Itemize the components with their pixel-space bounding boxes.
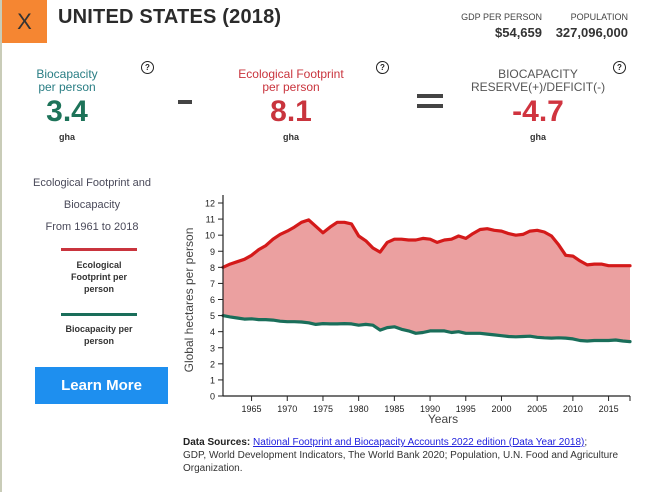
left-border — [0, 0, 2, 492]
legend-footprint-swatch — [61, 248, 137, 251]
gdp-label: GDP PER PERSON — [461, 12, 542, 22]
legend-footprint-line1: Ecological — [76, 260, 122, 270]
page-title: UNITED STATES (2018) — [58, 6, 282, 28]
y-tick-label: 8 — [210, 263, 215, 273]
x-tick-label: 1975 — [313, 404, 333, 414]
footprint-value: 8.1 — [270, 95, 312, 128]
footprint-label-line2: per person — [262, 80, 320, 94]
y-tick-label: 1 — [210, 375, 215, 385]
reserve-value: -4.7 — [512, 95, 564, 128]
footprint-unit: gha — [282, 132, 299, 142]
y-tick-label: 3 — [210, 343, 215, 353]
side-title-line2: Biocapacity — [63, 199, 121, 211]
x-tick-label: 1970 — [277, 404, 297, 414]
x-tick-label: 1995 — [456, 404, 476, 414]
deficit-area — [223, 219, 630, 342]
y-tick-label: 9 — [210, 247, 215, 257]
y-tick-label: 0 — [210, 392, 215, 402]
y-tick-label: 4 — [210, 327, 215, 337]
footprint-metric: Ecological Footprint per person 8.1 gha — [226, 68, 356, 143]
gdp-value: $54,659 — [495, 25, 542, 40]
legend-footprint-line2: Footprint per — [71, 272, 127, 282]
legend-biocapacity-line1: Biocapacity per — [65, 324, 133, 334]
footprint-label: Ecological Footprint per person — [226, 68, 356, 94]
equals-operator-icon-bottom — [417, 104, 443, 108]
biocapacity-value: 3.4 — [46, 95, 88, 128]
side-title-line1: Ecological Footprint and — [32, 177, 151, 189]
x-tick-label: 2010 — [563, 404, 583, 414]
learn-more-button[interactable]: Learn More — [35, 367, 168, 404]
plot-area — [221, 218, 632, 344]
y-tick-label: 7 — [210, 279, 215, 289]
biocapacity-label-line1: Biocapacity — [36, 67, 98, 81]
y-tick-label: 11 — [206, 215, 215, 225]
x-tick-label: 1985 — [384, 404, 404, 414]
reserve-unit: gha — [529, 132, 546, 142]
biocapacity-label: Biocapacity per person — [22, 68, 112, 94]
chart-side-title: Ecological Footprint and Biocapacity Fro… — [22, 172, 162, 238]
legend-biocapacity-swatch — [61, 313, 137, 316]
y-tick-label: 5 — [210, 311, 215, 321]
footprint-help-icon[interactable]: ? — [376, 61, 389, 74]
reserve-label: BIOCAPACITY RESERVE(+)/DEFICIT(-) — [463, 68, 613, 94]
biocapacity-metric: Biocapacity per person 3.4 gha — [22, 68, 112, 143]
close-button[interactable]: X — [2, 0, 47, 43]
gdp-stat: GDP PER PERSON $54,659 — [461, 12, 542, 40]
legend-footprint-line3: person — [83, 284, 114, 294]
y-tick-label: 10 — [205, 231, 215, 241]
x-axis-label: Years — [428, 412, 458, 426]
y-axis-label: Global hectares per person — [182, 228, 196, 373]
biocapacity-unit: gha — [58, 132, 75, 142]
equals-operator-icon-top — [417, 94, 443, 98]
sources-link-suffix: ; — [584, 437, 588, 448]
legend-biocapacity-label: Biocapacity per person — [55, 323, 143, 347]
reserve-label-line1: BIOCAPACITY — [498, 67, 578, 81]
population-stat: POPULATION 327,096,000 — [556, 12, 628, 40]
x-tick-label: 2005 — [527, 404, 547, 414]
data-sources: Data Sources: National Footprint and Bio… — [183, 436, 633, 475]
biocapacity-label-line2: per person — [38, 80, 96, 94]
footprint-label-line1: Ecological Footprint — [238, 67, 344, 81]
minus-operator-icon — [178, 100, 192, 104]
legend-biocapacity-line2: person — [83, 336, 114, 346]
legend-footprint-label: Ecological Footprint per person — [55, 259, 143, 295]
footprint-line — [221, 218, 632, 269]
side-title-line3: From 1961 to 2018 — [45, 221, 139, 233]
y-tick-label: 6 — [210, 295, 215, 305]
sources-label: Data Sources: — [183, 437, 251, 448]
x-tick-label: 1990 — [420, 404, 440, 414]
y-tick-label: 2 — [210, 359, 215, 369]
reserve-help-icon[interactable]: ? — [613, 61, 626, 74]
sources-link[interactable]: National Footprint and Biocapacity Accou… — [253, 437, 585, 448]
population-value: 327,096,000 — [555, 25, 628, 40]
population-label: POPULATION — [570, 12, 628, 22]
x-tick-label: 2000 — [491, 404, 511, 414]
y-tick-label: 12 — [205, 199, 215, 209]
reserve-metric: BIOCAPACITY RESERVE(+)/DEFICIT(-) -4.7 g… — [463, 68, 613, 143]
biocapacity-line — [221, 314, 632, 344]
x-tick-label: 1980 — [349, 404, 369, 414]
sources-rest: GDP, World Development Indicators, The W… — [183, 450, 619, 474]
x-tick-label: 1965 — [242, 404, 262, 414]
biocapacity-help-icon[interactable]: ? — [141, 61, 154, 74]
close-icon: X — [17, 8, 32, 34]
x-tick-label: 2015 — [599, 404, 619, 414]
reserve-label-line2: RESERVE(+)/DEFICIT(-) — [470, 80, 606, 94]
